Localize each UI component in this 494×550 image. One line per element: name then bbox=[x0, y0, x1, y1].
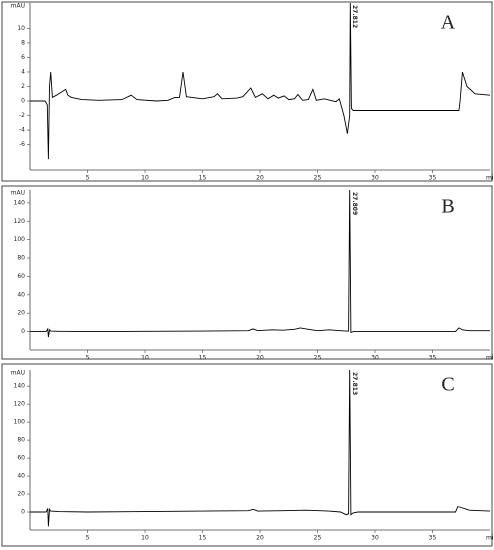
x-axis-label: min bbox=[486, 535, 494, 542]
x-tick-label: 20 bbox=[256, 175, 264, 182]
y-tick-label: -2 bbox=[19, 112, 25, 119]
trace bbox=[30, 189, 490, 338]
peak-annotation: 27.809 bbox=[351, 192, 358, 215]
x-tick-label: 25 bbox=[314, 535, 322, 542]
y-tick-label: 60 bbox=[17, 455, 25, 462]
x-tick-label: 20 bbox=[256, 355, 264, 362]
panel-frame bbox=[1, 1, 493, 182]
panel-frame bbox=[1, 185, 493, 360]
y-tick-label: 6 bbox=[21, 54, 25, 61]
y-axis-label: mAU bbox=[11, 3, 25, 10]
y-tick-label: 140 bbox=[14, 383, 26, 390]
x-axis-label: min bbox=[486, 355, 494, 362]
x-axis-label: min bbox=[486, 175, 494, 182]
y-tick-label: 100 bbox=[14, 419, 26, 426]
x-tick-label: 25 bbox=[314, 355, 322, 362]
y-axis-label: mAU bbox=[11, 370, 25, 377]
y-tick-label: 60 bbox=[17, 273, 25, 280]
y-tick-label: 80 bbox=[17, 437, 25, 444]
y-tick-label: 20 bbox=[17, 491, 25, 498]
y-tick-label: 2 bbox=[21, 83, 25, 90]
y-tick-label: 0 bbox=[21, 328, 25, 335]
y-tick-label: 140 bbox=[14, 199, 26, 206]
panel-frame bbox=[1, 363, 493, 547]
x-tick-label: 10 bbox=[141, 355, 149, 362]
x-tick-label: 30 bbox=[371, 535, 379, 542]
y-tick-label: 8 bbox=[21, 39, 25, 46]
x-tick-label: 35 bbox=[429, 355, 437, 362]
trace bbox=[30, 2, 491, 160]
x-tick-label: 35 bbox=[429, 175, 437, 182]
trace bbox=[30, 369, 491, 527]
x-tick-label: 25 bbox=[314, 175, 322, 182]
panel-label: B bbox=[441, 196, 454, 218]
x-tick-label: 35 bbox=[429, 535, 437, 542]
y-tick-label: -6 bbox=[19, 141, 25, 148]
y-tick-label: 120 bbox=[14, 218, 26, 225]
y-tick-label: 10 bbox=[17, 25, 25, 32]
y-tick-label: 4 bbox=[21, 68, 25, 75]
peak-annotation: 27.813 bbox=[351, 372, 358, 395]
x-tick-label: 5 bbox=[86, 355, 90, 362]
peak-annotation: 27.812 bbox=[351, 5, 358, 28]
x-tick-label: 5 bbox=[86, 535, 90, 542]
panel-label: C bbox=[441, 374, 454, 396]
y-tick-label: 80 bbox=[17, 255, 25, 262]
y-tick-label: 100 bbox=[14, 236, 26, 243]
y-tick-label: 0 bbox=[21, 509, 25, 516]
x-tick-label: 30 bbox=[371, 355, 379, 362]
x-tick-label: 5 bbox=[86, 175, 90, 182]
y-tick-label: 40 bbox=[17, 291, 25, 298]
y-tick-label: 20 bbox=[17, 310, 25, 317]
y-axis-label: mAU bbox=[11, 190, 25, 197]
y-tick-label: 0 bbox=[21, 98, 25, 105]
x-tick-label: 15 bbox=[199, 355, 207, 362]
y-tick-label: -4 bbox=[19, 127, 25, 134]
x-tick-label: 30 bbox=[371, 175, 379, 182]
x-tick-label: 10 bbox=[141, 535, 149, 542]
y-tick-label: 120 bbox=[14, 401, 26, 408]
x-tick-label: 15 bbox=[199, 175, 207, 182]
panel-label: A bbox=[441, 12, 456, 34]
y-tick-label: 40 bbox=[17, 473, 25, 480]
x-tick-label: 20 bbox=[256, 535, 264, 542]
x-tick-label: 15 bbox=[199, 535, 207, 542]
x-tick-label: 10 bbox=[141, 175, 149, 182]
